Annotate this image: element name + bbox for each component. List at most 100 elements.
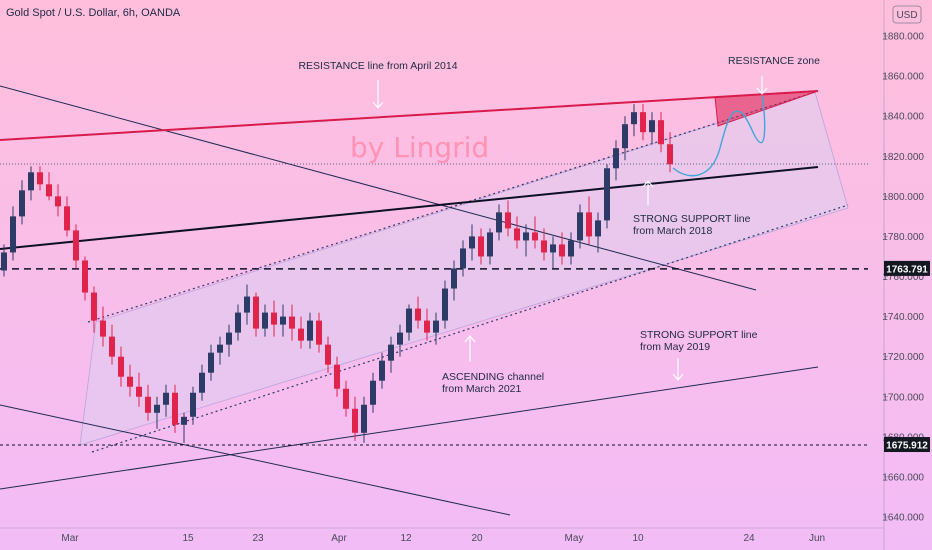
candle (505, 200, 511, 237)
candle-body (316, 320, 322, 345)
candle-body (253, 296, 259, 329)
candle-body (262, 312, 268, 329)
x-tick-label: May (565, 533, 584, 544)
candle (37, 166, 43, 191)
candle (577, 204, 583, 249)
candle (631, 104, 637, 137)
candle (253, 292, 259, 337)
candle-body (586, 212, 592, 237)
drawing-layer (0, 85, 868, 516)
candle (649, 112, 655, 145)
x-tick-label: 12 (400, 533, 412, 544)
candle-body (289, 316, 295, 329)
candle-body (280, 316, 286, 325)
candle-body (190, 392, 196, 417)
candle-body (532, 232, 538, 241)
candle (289, 304, 295, 341)
candle-body (73, 230, 79, 261)
candle (307, 312, 313, 349)
candle (469, 224, 475, 261)
price-tag-label: 1675.912 (886, 441, 928, 452)
support-line-march-2018 (0, 166, 819, 250)
watermark: by Lingrid (350, 131, 489, 164)
candle-body (325, 344, 331, 365)
candle-body (451, 268, 457, 289)
candle-body (649, 120, 655, 133)
candle (118, 346, 124, 387)
candle-body (595, 220, 601, 237)
candle (64, 196, 70, 237)
price-tag-label: 1763.791 (886, 264, 928, 275)
candle-body (181, 416, 187, 425)
candle (100, 306, 106, 347)
candle (613, 140, 619, 181)
resistance-line-april-2014 (0, 90, 819, 141)
annotation-line: RESISTANCE line from April 2014 (298, 60, 457, 72)
candle (226, 324, 232, 357)
candle-body (568, 240, 574, 257)
projected-path (672, 95, 766, 177)
candle-body (1, 252, 7, 271)
y-tick-label: 1700.000 (882, 392, 924, 403)
candle (568, 232, 574, 265)
y-tick-label: 1880.000 (882, 32, 924, 43)
annotation-support-2019: STRONG SUPPORT line from May 2019 (640, 329, 758, 353)
x-tick-label: Jun (809, 533, 825, 544)
candle-body (118, 356, 124, 377)
x-tick-label: 15 (182, 533, 194, 544)
candle (595, 212, 601, 253)
candle (334, 356, 340, 397)
candle (532, 216, 538, 249)
price-tags: 1763.791 1675.912 (884, 260, 930, 453)
candle-body (82, 260, 88, 293)
candle (298, 316, 304, 349)
y-tick-label: 1760.000 (882, 272, 924, 283)
candle (343, 380, 349, 417)
candle-body (19, 190, 25, 217)
annotation-line: RESISTANCE zone (728, 55, 820, 67)
candle-body (631, 112, 637, 125)
candle-body (352, 408, 358, 433)
y-tick-label: 1780.000 (882, 232, 924, 243)
candle (217, 336, 223, 365)
candle-body (622, 124, 628, 149)
candle (172, 384, 178, 433)
time-axis[interactable]: Mar 15 23 Apr 12 20 May 10 24 Jun (0, 527, 884, 544)
currency-badge[interactable] (892, 5, 922, 24)
candle (262, 304, 268, 337)
channel-upper-line (87, 91, 816, 323)
candle (235, 304, 241, 341)
price-tag-bg (884, 437, 930, 453)
candle-body (487, 232, 493, 257)
candle (91, 286, 97, 333)
candle (280, 304, 286, 337)
candle-body (154, 404, 160, 413)
candle (640, 104, 646, 141)
candle (82, 256, 88, 301)
candle (433, 312, 439, 345)
candle (397, 324, 403, 357)
candle (28, 166, 34, 201)
candle-body (109, 336, 115, 357)
candle-body (442, 288, 448, 321)
annotation-line: STRONG SUPPORT line (640, 329, 758, 341)
candle (154, 396, 160, 429)
candle (145, 384, 151, 421)
candle (442, 280, 448, 329)
candle (586, 196, 592, 245)
price-tag-bg (884, 260, 930, 276)
annotation-line: ASCENDING channel (442, 371, 544, 383)
candle-body (658, 120, 664, 145)
candle-body (370, 380, 376, 405)
candle-body (550, 244, 556, 253)
candle (424, 308, 430, 341)
descending-trendline-lower (0, 404, 511, 516)
candle-body (613, 148, 619, 169)
price-tag: 1763.791 (884, 260, 930, 276)
candle (1, 244, 7, 277)
annotation-line: from May 2019 (640, 341, 710, 353)
candle-body (136, 386, 142, 397)
candle (199, 364, 205, 401)
